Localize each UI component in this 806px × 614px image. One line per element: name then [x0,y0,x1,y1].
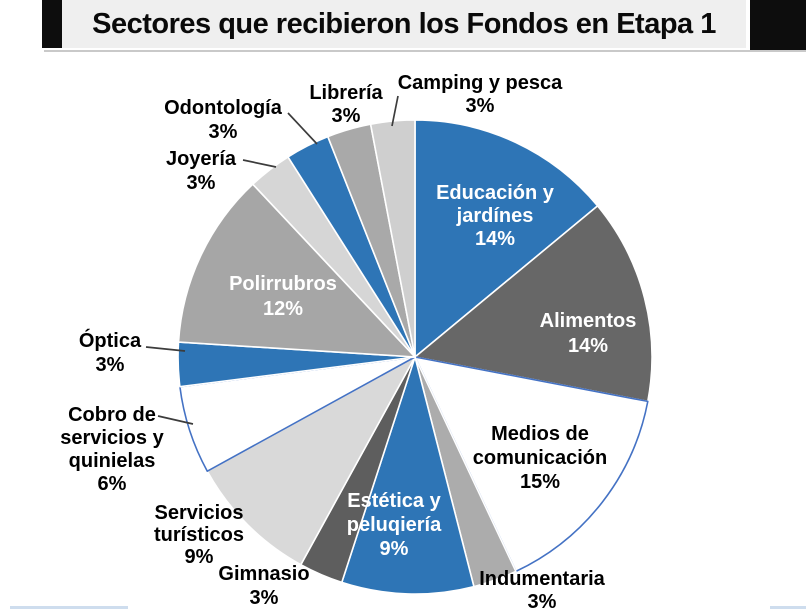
pie-label-educacion: Educación y jardínes 14% [436,182,555,250]
title-bar: Sectores que recibieron los Fondos en Et… [62,0,746,48]
pie-slice-turisticos[interactable] [206,356,416,566]
pie-label-estetica: Estética y peluqiería 9% [347,490,442,560]
pie-label-optica: Óptica 3% [79,328,142,376]
title-bar-accent-left [42,0,62,48]
pie-label-camping: Camping y pesca 3% [398,72,563,117]
leader-line-camping [391,95,399,127]
leader-line-odontologia [287,112,318,145]
pie-label-turisticos: Servicios turísticos 9% [154,502,244,568]
pie-label-odontologia: Odontología 3% [164,97,283,143]
leader-line-optica [145,346,186,352]
pie-label-alimentos: Alimentos 14% [540,310,637,357]
pie-label-polirrubros: Polirrubros 12% [229,273,337,320]
pie-slice-educacion[interactable] [414,119,599,358]
title-bar-block-right [750,0,806,50]
page-title: Sectores que recibieron los Fondos en Et… [92,7,716,40]
pie-slice-polirrubros[interactable] [177,183,416,358]
pie-slices [177,119,653,595]
leader-line-cobro [157,415,194,425]
leader-lines [145,95,399,425]
pie-label-joyeria: Joyería 3% [166,148,237,194]
pie-label-cobro: Cobro de servicios y quinielas 6% [60,404,164,495]
pie-label-medios: Medios de comunicación 15% [473,423,607,493]
leader-line-joyeria [242,159,277,168]
pie-labels: Educación y jardínes 14% Alimentos 14% Medios… [60,72,636,613]
pie-slice-medios[interactable] [414,356,649,573]
title-bar-underline [44,50,806,52]
pie-label-gimnasio: Gimnasio 3% [218,563,309,609]
pie-slice-estetica[interactable] [341,356,475,595]
pie-label-indumentaria: Indumentaria 3% [479,568,605,613]
bottom-edge-artifact-right [770,606,806,609]
bottom-edge-artifact-left [10,606,128,609]
pie-slice-alimentos[interactable] [414,205,653,403]
pie-label-libreria: Librería 3% [309,82,383,127]
